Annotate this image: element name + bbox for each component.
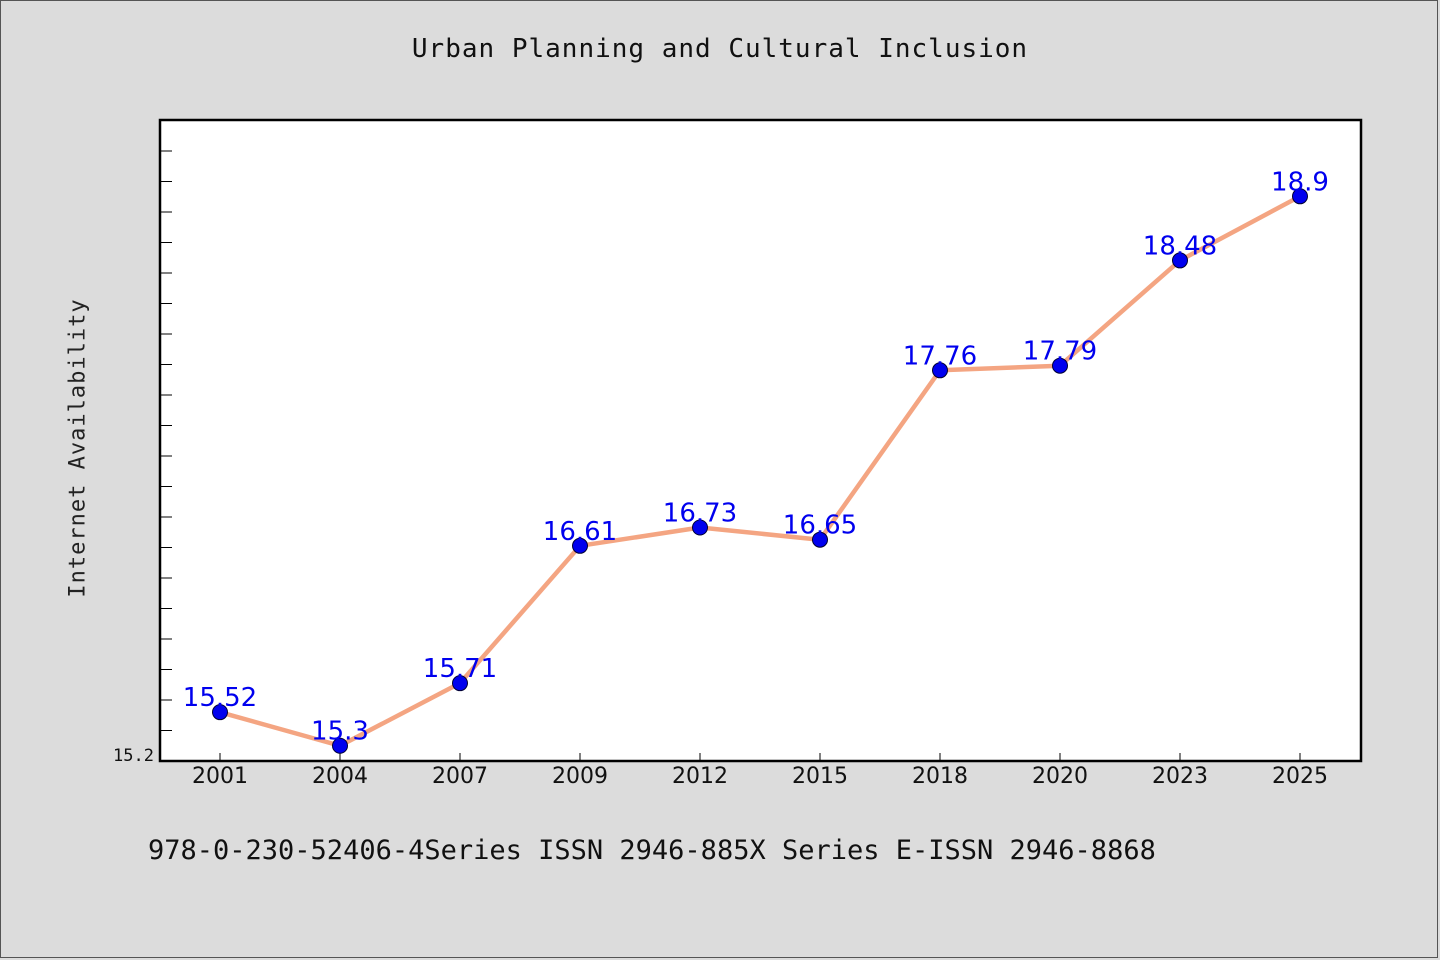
series-line — [217, 194, 1303, 748]
x-tick-label: 2007 — [432, 764, 488, 789]
x-tick-label: 2012 — [672, 764, 728, 789]
data-label: 15.52 — [183, 683, 257, 713]
data-point — [332, 737, 348, 754]
data-label: 15.3 — [311, 717, 369, 747]
data-label: 18.9 — [1271, 167, 1329, 197]
data-label: 17.79 — [1023, 337, 1097, 367]
x-tick-label: 2023 — [1152, 764, 1208, 789]
footer-isbn-text: 978-0-230-52406-4Series ISSN 2946-885X S… — [148, 835, 1156, 866]
y-tick-label: 15.2 — [113, 746, 154, 766]
x-tick-label: 2025 — [1272, 764, 1328, 789]
data-point — [452, 675, 468, 692]
data-label: 16.65 — [783, 511, 857, 541]
data-point — [812, 531, 828, 548]
data-label: 16.73 — [663, 498, 737, 528]
plot-border — [158, 118, 1363, 763]
data-point — [1172, 252, 1188, 269]
x-tick-label: 2004 — [312, 764, 368, 789]
x-tick-label: 2018 — [912, 764, 968, 789]
x-tick-label: 2001 — [192, 764, 248, 789]
data-point — [572, 537, 588, 554]
x-tick-label: 2009 — [552, 764, 608, 789]
x-tick-label: 2020 — [1032, 764, 1088, 789]
x-tick-label: 2015 — [792, 764, 848, 789]
data-point — [1292, 188, 1308, 205]
data-label: 17.76 — [903, 341, 977, 371]
data-label: 18.48 — [1143, 231, 1217, 261]
data-label: 15.71 — [423, 654, 497, 684]
plot-area — [160, 120, 1361, 761]
data-point — [932, 362, 948, 379]
data-point — [1052, 357, 1068, 374]
chart-title: Urban Planning and Cultural Inclusion — [411, 34, 1029, 64]
data-point — [692, 519, 708, 536]
data-label: 16.61 — [543, 517, 617, 547]
data-point — [212, 704, 228, 721]
